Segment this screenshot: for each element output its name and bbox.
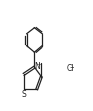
Text: Cl: Cl: [67, 64, 74, 73]
Text: S: S: [21, 90, 26, 99]
Text: N: N: [34, 62, 40, 71]
Text: −: −: [69, 64, 74, 69]
Text: +: +: [37, 62, 41, 67]
